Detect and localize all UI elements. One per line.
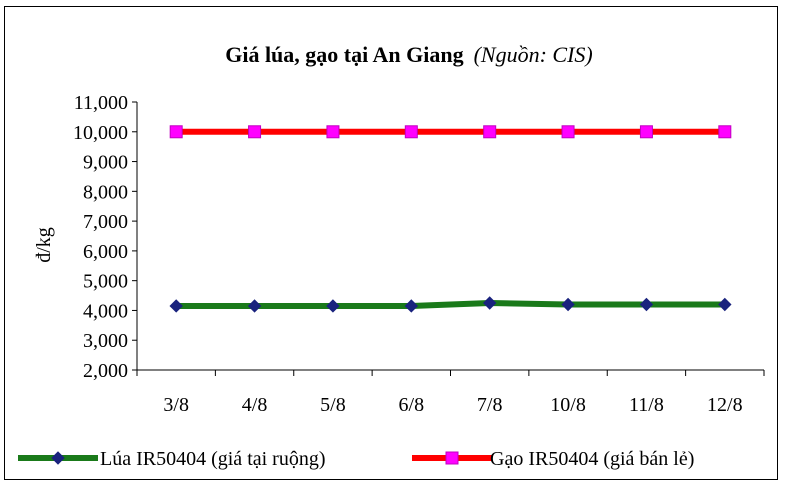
y-axis-label: đ/kg: [33, 227, 55, 263]
data-point: [483, 125, 497, 139]
data-point: [639, 125, 653, 139]
chart-title-main: Giá lúa, gạo tại An Giang: [225, 42, 463, 67]
legend-marker: [445, 451, 459, 465]
y-tick-label: 3,000: [83, 330, 128, 352]
y-tick-label: 4,000: [83, 300, 128, 322]
chart-title-source: (Nguồn: CIS): [474, 42, 593, 67]
legend: Lúa IR50404 (giá tại ruộng) Gạo IR50404 (…: [18, 448, 694, 470]
x-tick-label: 12/8: [707, 394, 743, 416]
legend-marker: [51, 451, 65, 465]
y-tick-label: 11,000: [74, 92, 128, 114]
data-point: [561, 297, 575, 312]
data-point: [169, 125, 183, 139]
series-line: [176, 300, 725, 309]
y-tick-label: 10,000: [73, 122, 128, 144]
y-tick-label: 9,000: [83, 152, 128, 174]
x-tick-label: 3/8: [163, 394, 189, 416]
y-tick-label: 2,000: [83, 360, 128, 382]
x-tick-label: 4/8: [242, 394, 268, 416]
legend-label: Gạo IR50404 (giá bán lẻ): [490, 448, 694, 470]
series-1: [169, 296, 732, 313]
data-point: [482, 296, 497, 310]
data-point: [247, 299, 262, 313]
data-point: [169, 299, 183, 313]
data-point: [639, 297, 654, 312]
chart-area: [4, 6, 778, 480]
y-tick-label: 7,000: [83, 211, 128, 233]
data-point: [326, 125, 340, 139]
x-tick-label: 6/8: [399, 394, 425, 416]
x-tick-label: 5/8: [320, 394, 346, 416]
x-tick-label: 11/8: [629, 394, 664, 416]
data-point: [718, 297, 732, 312]
x-tick-label: 7/8: [477, 394, 503, 416]
axes: 2,000 3,000 4,000 5,000 6,000 7,000 8,000 9,000…: [73, 92, 765, 416]
data-point: [326, 299, 340, 313]
y-tick-label: 5,000: [83, 271, 128, 293]
y-tick-label: 8,000: [83, 181, 128, 203]
data-point: [248, 125, 262, 139]
legend-item-2: Gạo IR50404 (giá bán lẻ): [412, 448, 694, 470]
data-point: [561, 125, 575, 139]
y-tick-label: 6,000: [83, 241, 128, 263]
series-2: [169, 125, 732, 139]
data-point: [718, 125, 732, 139]
legend-label: Lúa IR50404 (giá tại ruộng): [100, 448, 326, 470]
x-tick-label: 10/8: [550, 394, 586, 416]
chart-title: Giá lúa, gạo tại An Giang (Nguồn: CIS): [225, 42, 593, 67]
data-point: [404, 299, 419, 313]
legend-item-1: Lúa IR50404 (giá tại ruộng): [18, 448, 326, 470]
data-point: [404, 125, 418, 139]
series-layer: [169, 125, 732, 313]
